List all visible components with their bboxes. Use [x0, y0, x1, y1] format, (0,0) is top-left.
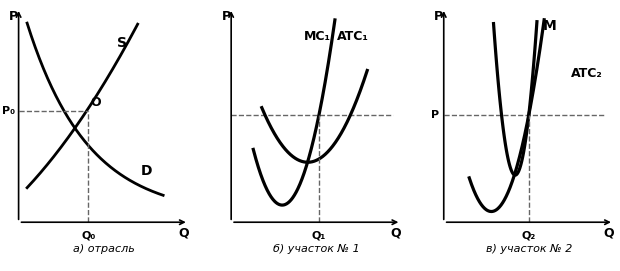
Text: P: P — [9, 10, 18, 23]
Text: ATC₂: ATC₂ — [571, 67, 603, 80]
Text: P: P — [221, 10, 231, 23]
Text: Q₀: Q₀ — [81, 230, 95, 240]
Text: а) отрасль: а) отрасль — [73, 244, 135, 254]
Text: S: S — [117, 36, 127, 50]
Text: ATC₁: ATC₁ — [337, 30, 368, 43]
Text: O: O — [91, 96, 102, 109]
Text: MC₁: MC₁ — [304, 30, 331, 43]
Text: P: P — [431, 110, 440, 120]
Text: Q: Q — [391, 227, 401, 239]
Text: M: M — [542, 18, 556, 33]
Text: Q: Q — [603, 227, 614, 239]
Text: D: D — [141, 164, 153, 178]
Text: Q₁: Q₁ — [312, 230, 326, 240]
Text: в) участок № 2: в) участок № 2 — [485, 244, 572, 254]
Text: P₀: P₀ — [2, 106, 15, 116]
Text: б) участок № 1: б) участок № 1 — [273, 244, 360, 254]
Text: Q: Q — [178, 227, 189, 239]
Text: P: P — [434, 10, 443, 23]
Text: Q₂: Q₂ — [521, 230, 536, 240]
